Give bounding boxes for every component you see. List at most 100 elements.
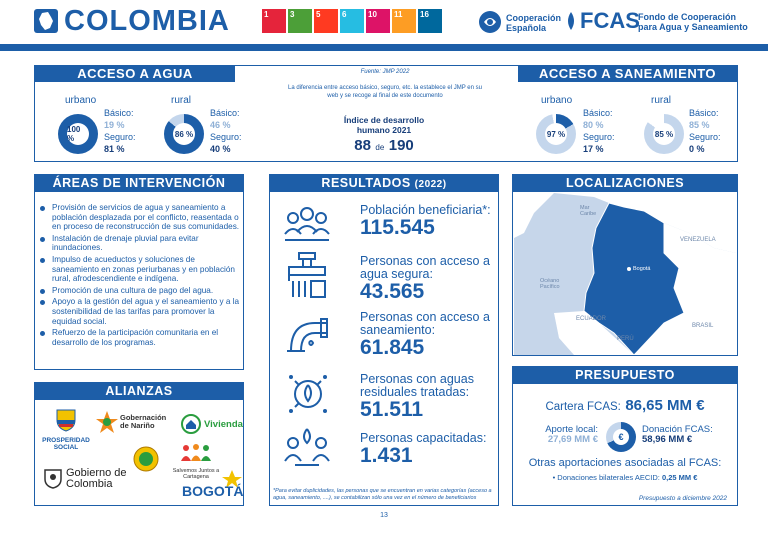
resultado-3: Personas con acceso a saneamiento: 61.84… — [360, 311, 494, 359]
agua-rural-pct: 86 % — [174, 129, 194, 139]
presupuesto-box — [512, 366, 738, 506]
bilateral-row: • Donaciones bilaterales AECID: 0,25 MM … — [513, 473, 737, 482]
gobierno-shield-icon — [44, 469, 62, 489]
fcas-title: FCAS — [580, 8, 640, 33]
san-urbano-label: urbano — [541, 95, 573, 106]
san-urbano-pct: 97 % — [546, 129, 566, 139]
ods-1-icon: 1 — [262, 9, 286, 33]
logo-prosperidad-social: PROSPERIDAD SOCIAL — [40, 408, 92, 453]
aporte-local: Aporte local: 27,69 MM € — [520, 425, 598, 445]
logo-cartagena-seal — [133, 446, 159, 472]
ods-number: 1 — [264, 10, 269, 19]
idh-rank: 88 — [354, 137, 371, 154]
fcas-logo-icon — [563, 11, 579, 31]
agua-urbano-basico-label: Básico: — [104, 108, 134, 118]
presupuesto-title: PRESUPUESTO — [513, 367, 737, 384]
area-item: Apoyo a la gestión del agua y el saneami… — [38, 297, 240, 326]
aecid-logo-icon — [478, 10, 502, 34]
san-rural-label: rural — [651, 95, 672, 106]
san-urbano-donut: 97 % — [536, 114, 576, 154]
otras-label: Otras aportaciones asociadas al FCAS: — [528, 457, 722, 469]
san-rural-seguro-label: Seguro: — [689, 132, 721, 142]
agua-rural-basico-label: Básico: — [210, 108, 240, 118]
country-title: COLOMBIA — [64, 5, 230, 37]
ods-number: 3 — [290, 10, 295, 19]
idh-label: Índice de desarrollo humano 2021 — [343, 115, 425, 135]
water-tap-icon — [285, 251, 329, 306]
ods-number: 5 — [316, 10, 321, 19]
san-rural-seguro: 0 % — [689, 144, 705, 154]
resultado-5-label: Personas capacitadas: — [360, 431, 487, 445]
resultado-4-value: 51.511 — [360, 398, 424, 421]
bogota-marker: Bogotá — [627, 266, 650, 272]
presupuesto-fecha: Presupuesto a diciembre 2022 — [638, 495, 727, 502]
resultado-5: Personas capacitadas: 1.431 — [360, 432, 494, 467]
san-rural-stats: Básico: 85 % Seguro: 0 % — [689, 107, 721, 155]
agua-urbano-stats: Básico: 19 % Seguro: 81 % — [104, 107, 136, 155]
people-group-icon — [281, 204, 333, 253]
agua-urbano-basico: 19 % — [104, 120, 125, 130]
resultado-5-value: 1.431 — [360, 444, 413, 467]
idh-de: de — [375, 143, 385, 152]
euro-icon: € — [618, 432, 624, 442]
san-urbano-seguro: 17 % — [583, 144, 604, 154]
logo-prosperidad-text: PROSPERIDAD SOCIAL — [42, 437, 90, 451]
map-label-ecuador: ECUADOR — [576, 316, 607, 322]
resultados-header: RESULTADOS (2022) — [270, 175, 498, 192]
aporte-label: Aporte local: — [545, 424, 598, 435]
ods-6-icon: 6 — [340, 9, 364, 33]
agua-rural-stats: Básico: 46 % Seguro: 40 % — [210, 107, 242, 155]
fuente-text: Fuente: JMP 2022 — [360, 69, 410, 75]
map-label-oceano-pacifico: Océano Pacífico — [540, 278, 560, 290]
fcas-line1: Fondo de Cooperación — [638, 12, 736, 22]
aecid-line1: Cooperación — [506, 13, 562, 23]
page-number: 13 — [380, 512, 388, 519]
recycle-water-icon — [285, 371, 331, 422]
map-label-bogota: Bogotá — [633, 266, 651, 272]
cartera-row: Cartera FCAS: 86,65 MM € — [513, 397, 737, 415]
narino-star-icon — [96, 411, 118, 433]
ods-icons: 1 3 5 6 10 11 16 — [262, 9, 442, 34]
bilateral-value: 0,25 MM € — [661, 473, 698, 482]
resultados-box — [269, 174, 499, 506]
resultados-title: RESULTADOS — [321, 176, 411, 190]
area-item: Impulso de acueductos y soluciones de sa… — [38, 255, 240, 284]
fcas-subtitle: Fondo de Cooperación para Agua y Saneami… — [638, 12, 748, 32]
resultado-1: Población beneficiaria*: 115.545 — [360, 204, 494, 239]
localizaciones-box — [512, 174, 738, 356]
map-label-brasil: BRASIL — [692, 323, 714, 329]
fcas-line2: para Agua y Saneamiento — [638, 22, 748, 32]
cartera-value: 86,65 MM € — [625, 397, 705, 414]
colombia-shield-icon — [56, 409, 76, 432]
aecid-text: Cooperación Española — [506, 13, 561, 33]
idh-rank-row: 88 de 190 — [336, 137, 432, 155]
agua-urbano-donut: 100 % — [58, 114, 98, 154]
area-item: Refuerzo de la participación comunitaria… — [38, 328, 240, 347]
vivienda-icon — [181, 414, 201, 434]
agua-urbano-seguro-label: Seguro: — [104, 132, 136, 142]
donacion-label: Donación FCAS: — [642, 424, 713, 435]
aporte-value: 27,69 MM € — [547, 434, 598, 445]
ods-10-icon: 10 — [366, 9, 390, 33]
idh-total: 190 — [388, 137, 414, 154]
jmp-note: La diferencia entre acceso básico, segur… — [287, 85, 482, 99]
donacion-fcas: Donación FCAS: 58,96 MM € — [642, 425, 732, 445]
map-label-peru: PERÚ — [617, 336, 634, 342]
logo-bogota-text: BOGOTÁ — [182, 483, 244, 499]
resultado-4: Personas con aguas residuales tratadas: … — [360, 373, 494, 421]
logo-gobierno-text: Gobierno de Colombia — [66, 467, 127, 490]
area-item: Provisión de servicios de agua y saneami… — [38, 203, 240, 232]
ods-number: 10 — [368, 10, 377, 19]
budget-donut: € — [606, 422, 636, 452]
ods-3-icon: 3 — [288, 9, 312, 33]
san-urbano-basico: 80 % — [583, 120, 604, 130]
resultado-1-value: 115.545 — [360, 216, 435, 239]
ods-number: 16 — [420, 10, 429, 19]
header: COLOMBIA 1 3 5 6 10 11 16 Cooperación Española… — [0, 0, 768, 44]
logo-vivienda-text: Vivienda — [204, 418, 243, 430]
header-divider — [0, 44, 768, 51]
resultados-year: (2022) — [414, 179, 447, 190]
san-rural-basico: 85 % — [689, 120, 710, 130]
san-rural-donut: 85 % — [644, 114, 684, 154]
ods-number: 6 — [342, 10, 347, 19]
